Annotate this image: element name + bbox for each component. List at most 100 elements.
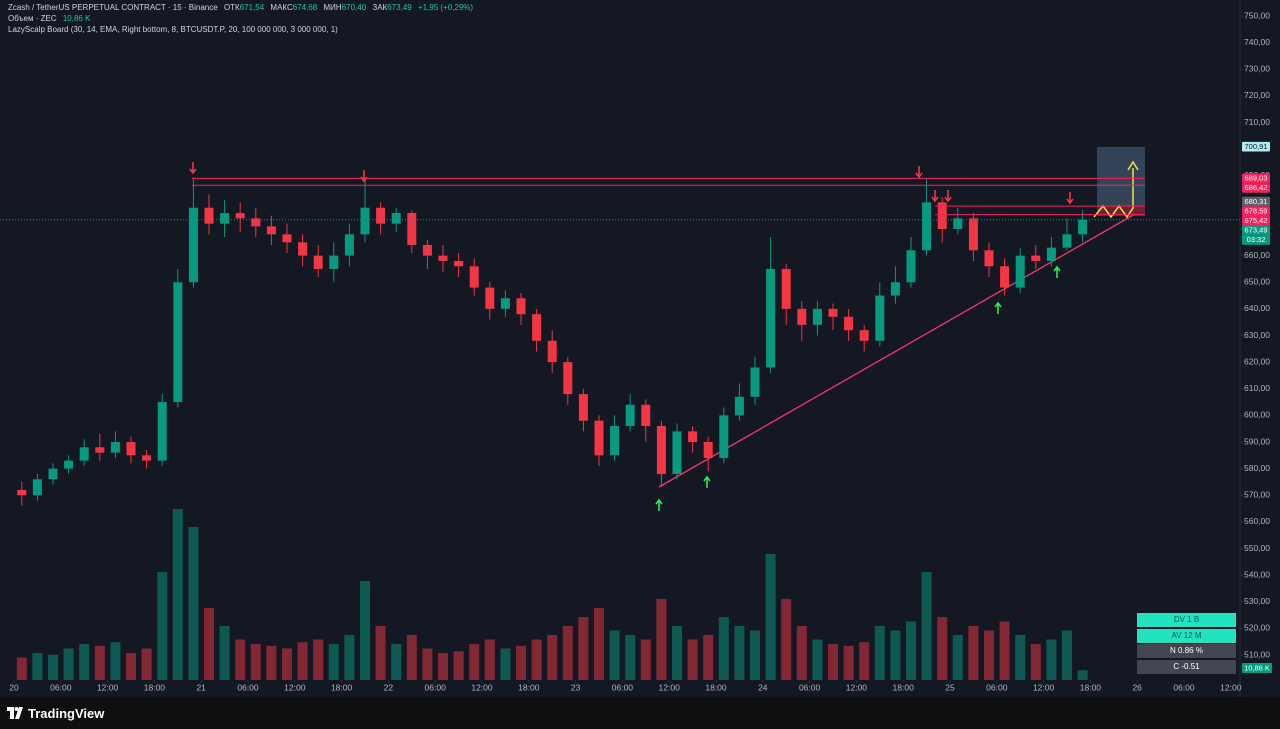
down-arrow	[189, 162, 197, 175]
candle-body	[173, 282, 183, 403]
volume-bar	[859, 642, 870, 680]
price-tag-label: 686,42	[1245, 183, 1268, 192]
candle-body	[64, 460, 74, 469]
volume-bar	[874, 626, 885, 680]
candle-body	[251, 218, 261, 227]
volume-bar	[110, 642, 121, 680]
candle-body	[48, 468, 58, 480]
candle-body	[438, 255, 448, 261]
volume-bar	[79, 644, 90, 680]
y-tick-label: 610,00	[1244, 383, 1270, 393]
candle-body	[500, 298, 510, 309]
volume-bar	[297, 642, 308, 680]
x-tick-label: 26	[1132, 682, 1142, 692]
candle-body	[734, 396, 744, 416]
candle-body	[578, 394, 588, 421]
candle-body	[781, 268, 791, 309]
candle-body	[95, 447, 105, 453]
volume-bar	[734, 626, 745, 680]
candle-body	[407, 213, 417, 245]
up-arrow	[994, 301, 1002, 314]
down-arrow	[1066, 192, 1074, 205]
candle-body	[953, 218, 963, 229]
candle-body	[1062, 234, 1072, 248]
board: DV 1 B AV 12 M N 0.86 % C -0.51	[1137, 613, 1236, 675]
volume-bar	[453, 651, 464, 680]
candle-body	[188, 207, 198, 283]
candle-body	[454, 260, 464, 267]
candle-body	[516, 298, 526, 315]
candle-body	[110, 442, 120, 453]
volume-legend-value: 10,86 K	[62, 14, 91, 23]
candle-body	[204, 207, 214, 224]
volume-bar	[48, 654, 58, 680]
price-tag	[1242, 206, 1270, 216]
volume-bar	[375, 626, 386, 680]
volume-bar	[968, 626, 979, 680]
volume-tag-label: 10,86 K	[1244, 663, 1270, 672]
volume-bar	[999, 621, 1010, 680]
ohlc-value: 674,68	[292, 3, 318, 12]
x-tick-label: 06:00	[612, 682, 634, 692]
volume-bar	[1046, 639, 1057, 680]
volume-bar	[1062, 630, 1072, 680]
candle-body	[703, 442, 713, 458]
countdown: 03:32	[1247, 235, 1266, 244]
candle-body	[719, 415, 729, 458]
ohlc-value: 673,49	[387, 3, 412, 12]
price-tag	[1242, 196, 1270, 207]
candle-body	[688, 431, 698, 442]
volume-bar	[843, 645, 854, 680]
volume-bar	[157, 572, 168, 680]
volume-bar	[656, 599, 667, 680]
x-tick-label: 12:00	[846, 682, 868, 692]
volume-bar	[516, 645, 526, 680]
x-tick-label: 21	[196, 682, 206, 692]
volume-bar	[984, 630, 994, 680]
down-arrow	[915, 166, 923, 179]
price-tag-label: 689,03	[1245, 174, 1268, 183]
volume-bar	[126, 653, 136, 680]
volume-bar	[63, 648, 74, 680]
candle-body	[922, 202, 932, 251]
volume-bar	[765, 554, 776, 680]
volume-bar	[812, 639, 823, 680]
ohlc-key: МАКС	[270, 3, 293, 12]
indicator: LazyScalp Board (30, 14, EMA, Right bott…	[8, 25, 338, 34]
y-tick-label: 570,00	[1244, 490, 1270, 500]
x-tick-label: 12:00	[471, 682, 493, 692]
volume-bar	[204, 608, 214, 680]
x-tick-label: 06:00	[425, 682, 447, 692]
x-tick-label: 18:00	[893, 682, 915, 692]
candle-body	[32, 479, 42, 496]
volume-bar	[703, 635, 714, 680]
candle-body	[766, 268, 776, 368]
y-tick-label: 590,00	[1244, 436, 1270, 446]
up-arrow	[703, 475, 711, 488]
price-tag	[1242, 225, 1270, 236]
candle-body	[485, 287, 495, 309]
x-tick-label: 18:00	[144, 682, 166, 692]
candle-body	[641, 404, 651, 427]
y-tick-label: 600,00	[1244, 410, 1270, 420]
ohlc-key: МИН	[323, 3, 342, 12]
candle-body	[157, 402, 167, 461]
ohlc-value: 671,54	[239, 3, 265, 12]
symbol: Zcash / TetherUS PERPETUAL CONTRACT · 15…	[8, 3, 218, 12]
price-tag-label: 673,49	[1245, 226, 1268, 235]
volume-bar	[921, 572, 932, 680]
price-tag	[1242, 183, 1270, 193]
volume-bar	[94, 645, 105, 680]
y-tick-label: 550,00	[1244, 543, 1270, 553]
volume-bar	[32, 653, 43, 680]
down-arrow	[931, 190, 939, 203]
volume-bar	[828, 644, 838, 680]
ohlc-value: 670,40	[341, 3, 367, 12]
candle-body	[329, 255, 339, 269]
price-tag-label: 675,42	[1245, 216, 1268, 225]
down-arrow	[944, 190, 952, 203]
volume-bar	[687, 639, 698, 680]
indicator-line: LazyScalp Board (30, 14, EMA, Right bott…	[8, 25, 338, 34]
y-tick-label: 640,00	[1244, 303, 1270, 313]
x-tick-label: 24	[758, 682, 768, 692]
